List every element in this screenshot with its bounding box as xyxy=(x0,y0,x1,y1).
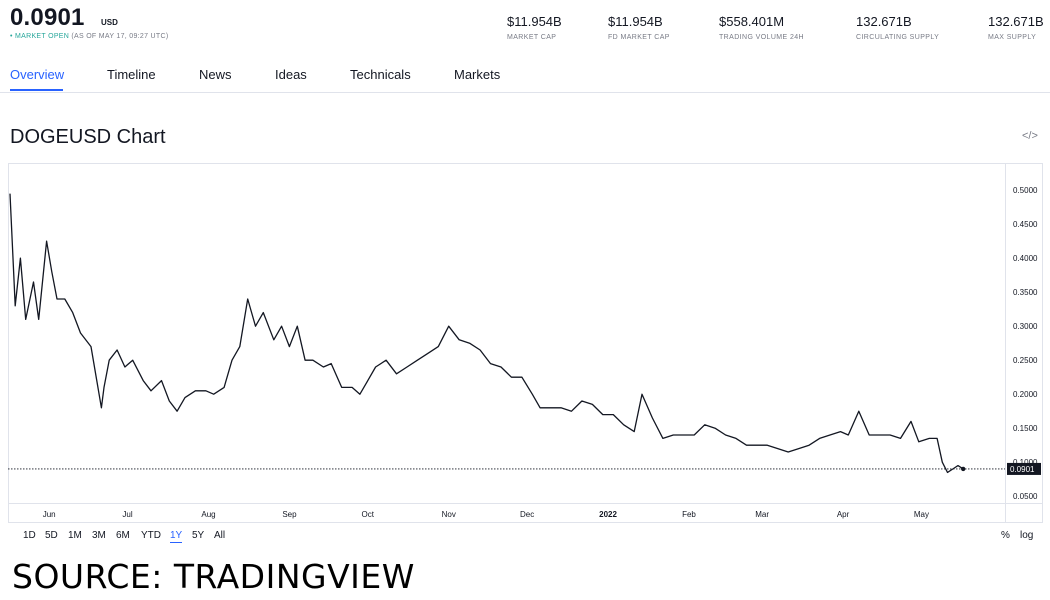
market-open-indicator: • MARKET OPEN xyxy=(10,33,70,40)
source-caption: SOURCE: TRADINGVIEW xyxy=(12,557,415,596)
x-tick-label: Jun xyxy=(43,510,56,519)
range-all-button[interactable]: All xyxy=(214,530,226,541)
price-value: 0.0901 xyxy=(10,4,85,31)
stat-trading-volume: $558.401M TRADING VOLUME 24H xyxy=(719,14,804,41)
chart-title: DOGEUSD Chart xyxy=(10,126,166,148)
y-tick-label: 0.5000 xyxy=(1013,186,1038,195)
tab-timeline[interactable]: Timeline xyxy=(107,67,156,82)
y-tick-label: 0.3500 xyxy=(1013,288,1038,297)
last-price-point xyxy=(961,466,966,472)
x-tick-label: May xyxy=(914,510,929,519)
range-5d-button[interactable]: 5D xyxy=(45,530,58,541)
y-tick-label: 0.2000 xyxy=(1013,390,1038,399)
y-tick-label: 0.4500 xyxy=(1013,220,1038,229)
range-1y-button[interactable]: 1Y xyxy=(170,530,183,543)
range-5y-button[interactable]: 5Y xyxy=(192,530,205,541)
status-timestamp: (AS OF MAY 17, 09:27 UTC) xyxy=(71,33,169,40)
price-series-line xyxy=(9,193,964,474)
stat-fd-market-cap: $11.954B FD MARKET CAP xyxy=(608,14,670,41)
stat-label: MARKET CAP xyxy=(507,34,557,41)
range-6m-button[interactable]: 6M xyxy=(116,530,130,541)
y-tick-label: 0.0500 xyxy=(1013,492,1038,501)
tab-bar: Overview Timeline News Ideas Technicals … xyxy=(0,60,1050,93)
x-tick-label: Jul xyxy=(122,510,132,519)
y-tick-label: 0.3000 xyxy=(1013,322,1038,331)
x-tick-label: Aug xyxy=(201,510,215,519)
tab-ideas[interactable]: Ideas xyxy=(275,67,307,82)
stat-value: $558.401M xyxy=(719,14,785,29)
tab-overview[interactable]: Overview xyxy=(10,67,65,82)
stat-max-supply: 132.671B MAX SUPPLY xyxy=(988,14,1044,41)
range-1d-button[interactable]: 1D xyxy=(23,530,36,541)
log-scale-toggle[interactable]: log xyxy=(1020,530,1034,541)
stat-value: $11.954B xyxy=(608,14,663,29)
stat-label: MAX SUPPLY xyxy=(988,34,1037,41)
active-tab-indicator xyxy=(10,89,63,91)
stat-value: $11.954B xyxy=(507,14,562,29)
stat-label: FD MARKET CAP xyxy=(608,34,670,41)
price-currency: USD xyxy=(101,18,118,27)
stat-circulating-supply: 132.671B CIRCULATING SUPPLY xyxy=(856,14,939,41)
stat-market-cap: $11.954B MARKET CAP xyxy=(507,14,562,41)
chart-svg[interactable]: 0.5000 0.4500 0.4000 0.3500 0.3000 0.2500 0.20… xyxy=(8,163,1043,523)
last-price-tag xyxy=(1007,462,1041,475)
code-embed-icon[interactable]: </> xyxy=(1022,130,1038,142)
stat-value: 132.671B xyxy=(856,14,912,29)
stat-label: TRADING VOLUME 24H xyxy=(719,34,804,41)
x-tick-label: Dec xyxy=(520,510,534,519)
x-tick-label: Feb xyxy=(682,510,696,519)
y-tick-label: 0.2500 xyxy=(1013,356,1038,365)
stat-value: 132.671B xyxy=(988,14,1044,29)
percent-scale-toggle[interactable]: % xyxy=(1001,530,1010,541)
y-tick-label: 0.1000 xyxy=(1013,458,1038,467)
range-toolbar: 1D 5D 1M 3M 6M YTD 1Y 5Y All % log xyxy=(0,527,1050,547)
x-tick-label: Sep xyxy=(282,510,297,519)
y-tick-label: 0.1500 xyxy=(1013,424,1038,433)
x-tick-label: Oct xyxy=(362,510,375,519)
tab-markets[interactable]: Markets xyxy=(454,67,501,82)
tab-technicals[interactable]: Technicals xyxy=(350,67,411,82)
x-tick-label: 2022 xyxy=(599,510,617,519)
price-chart[interactable]: 0.5000 0.4500 0.4000 0.3500 0.3000 0.2500 0.20… xyxy=(8,163,1043,523)
market-status: • MARKET OPEN (AS OF MAY 17, 09:27 UTC) xyxy=(10,33,168,40)
x-tick-label: Mar xyxy=(755,510,769,519)
range-ytd-button[interactable]: YTD xyxy=(141,530,161,541)
x-tick-label: Nov xyxy=(442,510,456,519)
chart-frame xyxy=(8,163,1043,523)
x-tick-label: Apr xyxy=(837,510,850,519)
range-3m-button[interactable]: 3M xyxy=(92,530,106,541)
last-price-label: 0.0901 xyxy=(1010,465,1035,474)
tab-news[interactable]: News xyxy=(199,67,232,82)
stat-label: CIRCULATING SUPPLY xyxy=(856,34,940,41)
range-1m-button[interactable]: 1M xyxy=(68,530,82,541)
y-tick-label: 0.4000 xyxy=(1013,254,1038,263)
